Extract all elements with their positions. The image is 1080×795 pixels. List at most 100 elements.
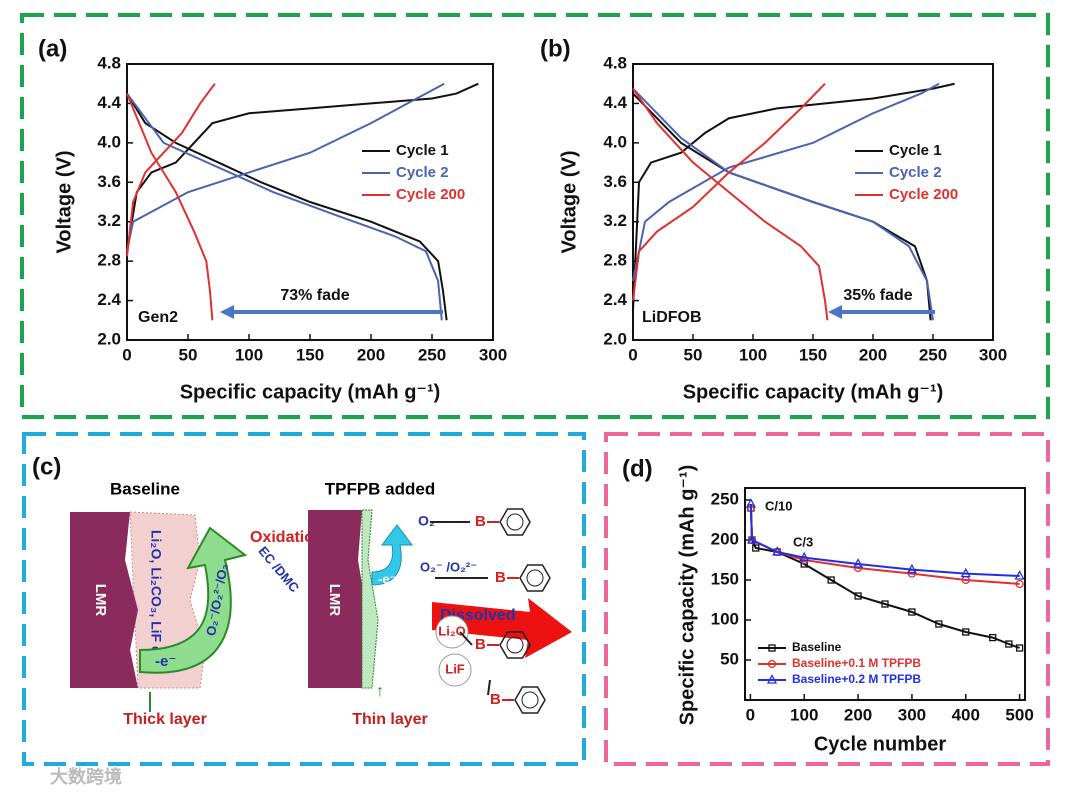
legend-label: Cycle 200 (889, 186, 958, 203)
dissolved-arrow (432, 598, 572, 658)
y-tick-label: 250 (711, 489, 739, 508)
x-tick-label: 100 (235, 345, 263, 364)
y-axis-label: Voltage (V) (53, 151, 75, 254)
electron: -e⁻ (155, 653, 176, 670)
x-tick-label: 250 (418, 345, 446, 364)
marker (881, 600, 889, 608)
marker (767, 659, 777, 669)
x-tick-label: 150 (296, 345, 324, 364)
title: Baseline (110, 479, 180, 498)
title: TPFPB added (325, 479, 436, 498)
annotation: C/3 (793, 534, 813, 549)
x-tick-label: 100 (790, 705, 818, 724)
electron-arrow (371, 524, 413, 586)
y-tick-label: 2.0 (97, 329, 121, 348)
oxidation: Oxidation (250, 529, 324, 546)
lmr-label: LMR (326, 584, 343, 617)
y-tick-label: 4.4 (97, 93, 121, 112)
y-tick-label: 2.4 (97, 290, 121, 309)
x-tick-label: 50 (684, 345, 703, 364)
y-tick-label: 4.8 (603, 53, 627, 72)
phenyl-ring (519, 564, 551, 592)
x-tick-label: 100 (739, 345, 767, 364)
annotation: 73% fade (280, 287, 349, 304)
panel-label: (d) (622, 455, 653, 482)
x-tick-label: 0 (746, 705, 755, 724)
boron-groups: B B B B (430, 508, 551, 714)
y-axis-label: Specific capacity (mAh g⁻¹) (676, 465, 698, 726)
phenyl-ring (514, 686, 546, 714)
boron: B (490, 691, 501, 708)
annotation: C/10 (765, 498, 792, 513)
x-tick-label: 200 (357, 345, 385, 364)
superoxide: O₂⁻ /O₂²⁻ (420, 559, 477, 574)
x-tick-label: 0 (122, 345, 131, 364)
marker (752, 544, 760, 552)
marker (766, 674, 778, 684)
x-tick-label: 150 (799, 345, 827, 364)
y-tick-label: 3.2 (97, 211, 121, 230)
y-tick-label: 3.6 (97, 172, 121, 191)
x-tick-label: 200 (859, 345, 887, 364)
x-tick-label: 500 (1005, 705, 1033, 724)
x-axis-label: Specific capacity (mAh g⁻¹) (180, 381, 441, 403)
legend-label: Baseline+0.2 M TPFPB (792, 672, 921, 686)
lmr-label: LMR (92, 584, 109, 617)
y-tick-label: 4.0 (603, 132, 627, 151)
series-line (126, 82, 479, 321)
y-tick-label: 2.0 (603, 329, 627, 348)
electron: -e⁻ (378, 571, 396, 586)
y-tick-label: 100 (711, 609, 739, 628)
phenyl-ring (521, 691, 539, 709)
y-tick-label: 4.4 (603, 93, 627, 112)
species: Li₂O, Li₂CO₃, LiF etc. (148, 530, 164, 670)
x-axis-label: Cycle number (814, 733, 946, 755)
oxidation-arrow (139, 526, 248, 674)
x-tick-label: 300 (479, 345, 507, 364)
marker (906, 563, 918, 574)
series-line (749, 507, 1020, 585)
x-tick-label: 400 (952, 705, 980, 724)
thin-layer-label: Thin layer (352, 711, 428, 728)
legend-label: Cycle 200 (396, 186, 465, 203)
legend-label: Cycle 2 (889, 164, 942, 181)
y-tick-label: 2.8 (97, 251, 121, 270)
phenyl-ring (499, 508, 531, 536)
axes-frame (744, 487, 1026, 701)
marker (799, 551, 810, 562)
marker (960, 567, 971, 578)
series-line (126, 83, 216, 321)
phenyl-ring (499, 631, 531, 659)
o2: O₂ (418, 513, 435, 529)
marker (746, 534, 758, 544)
pointer: ↑ (376, 683, 384, 700)
x-tick-label: 200 (844, 705, 872, 724)
legend-label: Baseline+0.1 M TPFPB (792, 656, 921, 670)
lmr-block (308, 510, 368, 688)
panel-label: (b) (540, 35, 571, 62)
panel-label: (c) (32, 453, 61, 480)
annotation: Gen2 (138, 309, 178, 326)
panel-label: (a) (38, 35, 67, 62)
marker (768, 644, 776, 652)
y-tick-label: 200 (711, 529, 739, 548)
marker (827, 576, 835, 584)
marker (745, 498, 757, 508)
legend-label: Baseline (792, 640, 842, 654)
y-tick-label: 50 (720, 649, 739, 668)
legend-label: Cycle 1 (889, 142, 942, 159)
x-tick-label: 0 (628, 345, 637, 364)
marker (935, 620, 943, 628)
y-tick-label: 150 (711, 569, 739, 588)
frame-d (604, 432, 1050, 766)
phenyl-ring (526, 569, 544, 587)
y-tick-label: 4.0 (97, 132, 121, 151)
series-line (632, 82, 940, 321)
x-tick-label: 50 (179, 345, 198, 364)
li2o: Li₂O (438, 623, 465, 638)
marker (852, 558, 864, 568)
y-tick-label: 3.2 (603, 211, 627, 230)
lif: LiF (445, 661, 465, 676)
annotation: LiDFOB (642, 309, 702, 326)
frame-c (22, 432, 586, 766)
